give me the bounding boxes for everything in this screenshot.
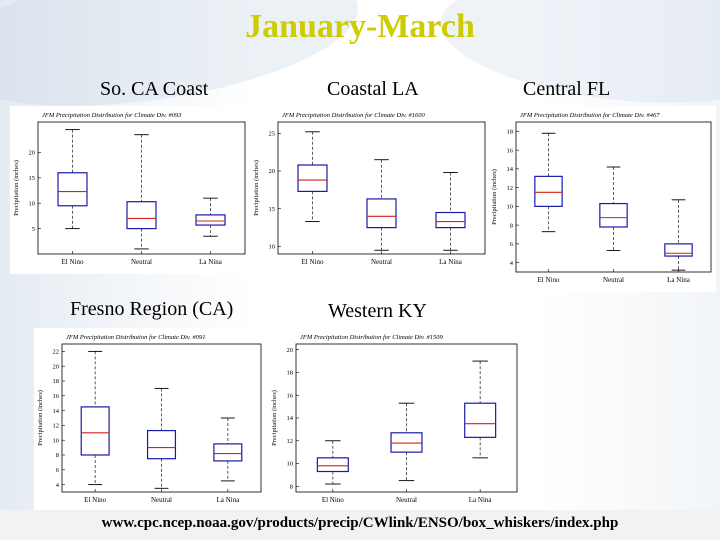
panel-label-so-ca-coast: So. CA Coast: [100, 78, 209, 100]
x-tick-label: La Nina: [216, 496, 240, 504]
iqr-box: [297, 164, 328, 192]
y-tick-label: 18: [287, 370, 294, 377]
y-tick-label: 5: [32, 226, 35, 233]
slide-title: January-March: [245, 8, 475, 45]
iqr-box: [316, 457, 349, 473]
x-tick-label: Neutral: [371, 258, 392, 266]
x-tick-label: Neutral: [131, 258, 152, 266]
y-axis-label: Precipitation (inches): [253, 160, 260, 216]
y-tick-label: 16: [507, 147, 514, 154]
y-axis-label: Precipitation (inches): [37, 390, 44, 446]
iqr-box: [366, 198, 397, 229]
y-tick-label: 18: [507, 129, 514, 136]
y-tick-label: 20: [287, 347, 294, 354]
y-tick-label: 10: [287, 461, 294, 468]
y-tick-label: 6: [56, 467, 60, 474]
y-tick-label: 16: [53, 393, 60, 400]
y-tick-label: 4: [510, 260, 514, 267]
y-tick-label: 10: [507, 204, 514, 211]
x-tick-label: Neutral: [151, 496, 172, 504]
y-tick-label: 12: [287, 438, 294, 445]
iqr-box: [534, 175, 563, 207]
boxplot-panel-so-ca-coast: JFM Precipitation Distribution for Clima…: [10, 106, 250, 274]
boxplot-panel-central-fl: JFM Precipitation Distribution for Clima…: [488, 106, 716, 292]
iqr-box: [390, 432, 423, 453]
y-axis-label: Precipitation (inches): [271, 390, 278, 446]
chart-title: JFM Precipitation Distribution for Clima…: [66, 334, 206, 341]
y-tick-label: 10: [53, 437, 60, 444]
y-tick-label: 8: [290, 484, 293, 491]
y-axis-label: Precipitation (inches): [491, 169, 498, 225]
y-tick-label: 10: [269, 244, 276, 251]
chart-title: JFM Precipitation Distribution for Clima…: [300, 334, 444, 341]
boxplot-panel-western-ky: JFM Precipitation Distribution for Clima…: [268, 328, 522, 512]
iqr-box: [464, 402, 497, 438]
y-tick-label: 8: [56, 452, 59, 459]
iqr-box: [213, 443, 243, 462]
y-tick-label: 22: [53, 349, 60, 356]
y-tick-label: 8: [510, 222, 513, 229]
y-tick-label: 14: [53, 408, 60, 415]
iqr-box: [57, 172, 88, 207]
y-tick-label: 16: [287, 392, 294, 399]
y-tick-label: 25: [269, 131, 276, 138]
source-url[interactable]: www.cpc.ncep.noaa.gov/products/precip/CW…: [101, 515, 619, 531]
boxplot-coastal-la: JFM Precipitation Distribution for Clima…: [253, 112, 486, 266]
y-tick-label: 20: [53, 363, 60, 370]
chart-title: JFM Precipitation Distribution for Clima…: [282, 112, 426, 119]
x-tick-label: El Nino: [538, 276, 560, 284]
boxplot-fresno-region: JFM Precipitation Distribution for Clima…: [37, 334, 262, 504]
boxplot-central-fl: JFM Precipitation Distribution for Clima…: [491, 112, 712, 284]
y-tick-label: 14: [507, 166, 514, 173]
x-tick-label: El Nino: [322, 496, 344, 504]
chart-title: JFM Precipitation Distribution for Clima…: [520, 112, 660, 119]
panel-label-coastal-la: Coastal LA: [327, 78, 419, 100]
boxplot-panel-coastal-la: JFM Precipitation Distribution for Clima…: [250, 106, 490, 274]
y-axis-label: Precipitation (inches): [13, 160, 20, 216]
y-tick-label: 10: [29, 200, 36, 207]
panel-label-western-ky: Western KY: [328, 300, 427, 322]
y-tick-label: 14: [287, 415, 294, 422]
x-tick-label: La Nina: [439, 258, 463, 266]
y-tick-label: 15: [29, 175, 36, 182]
x-tick-label: Neutral: [603, 276, 624, 284]
y-tick-label: 18: [53, 378, 60, 385]
iqr-box: [664, 243, 693, 257]
y-tick-label: 4: [56, 482, 60, 489]
y-tick-label: 6: [510, 241, 514, 248]
x-tick-label: La Nina: [667, 276, 691, 284]
panel-label-fresno-region: Fresno Region (CA): [70, 298, 234, 320]
iqr-box: [80, 406, 110, 456]
x-tick-label: El Nino: [84, 496, 106, 504]
iqr-box: [435, 211, 466, 229]
y-tick-label: 12: [507, 185, 514, 192]
y-tick-label: 20: [269, 168, 276, 175]
x-tick-label: La Nina: [199, 258, 223, 266]
boxplot-western-ky: JFM Precipitation Distribution for Clima…: [271, 334, 518, 504]
footer-bar: [0, 510, 720, 540]
chart-title: JFM Precipitation Distribution for Clima…: [42, 112, 182, 119]
y-tick-label: 15: [269, 206, 276, 213]
boxplot-so-ca-coast: JFM Precipitation Distribution for Clima…: [13, 112, 246, 266]
iqr-box: [599, 202, 628, 228]
x-tick-label: El Nino: [302, 258, 324, 266]
x-tick-label: El Nino: [62, 258, 84, 266]
iqr-box: [195, 214, 226, 226]
panel-label-central-fl: Central FL: [523, 78, 611, 100]
x-tick-label: La Nina: [469, 496, 493, 504]
y-tick-label: 12: [53, 423, 60, 430]
iqr-box: [126, 201, 157, 230]
y-tick-label: 20: [29, 150, 36, 157]
iqr-box: [146, 429, 177, 460]
boxplot-panel-fresno-region: JFM Precipitation Distribution for Clima…: [34, 328, 266, 512]
x-tick-label: Neutral: [396, 496, 417, 504]
